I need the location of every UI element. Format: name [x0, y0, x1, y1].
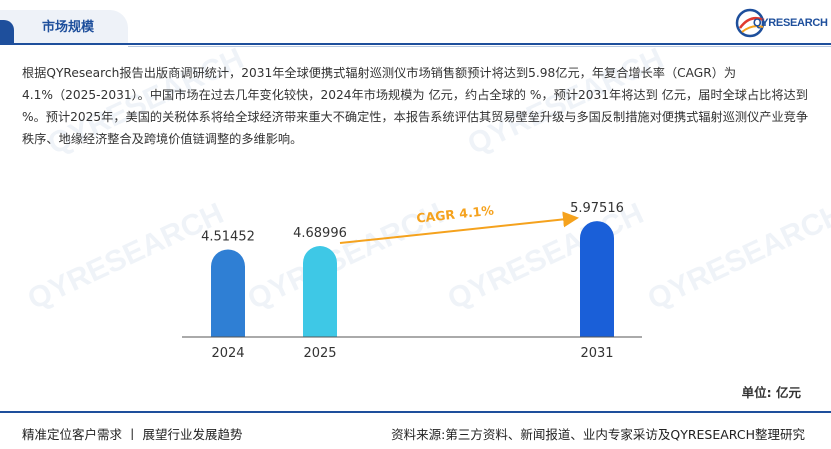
value-label-2031: 5.97516 — [570, 201, 624, 216]
page-title: 市场规模 — [42, 20, 95, 35]
footer-slogan: 精准定位客户需求 丨 展望行业发展趋势 — [22, 427, 243, 442]
footer-divider — [0, 411, 831, 413]
header: 市场规模 — [0, 0, 831, 48]
cagr-arrow — [339, 211, 579, 245]
header-accent — [0, 20, 14, 44]
value-label-2024: 4.51452 — [201, 229, 255, 244]
header-divider-thin — [128, 46, 831, 47]
description-paragraph: 根据QYResearch报告出版商调研统计，2031年全球便携式辐射巡测仪市场销… — [22, 66, 809, 146]
qyresearch-logo: QYRESEARCH — [734, 6, 828, 42]
header-divider — [0, 43, 831, 45]
bar-2025 — [303, 246, 337, 337]
cagr-label: CAGR 4.1% — [416, 202, 495, 225]
value-label-2025: 4.68996 — [293, 226, 347, 241]
logo-text: QYRESEARCH — [753, 17, 828, 29]
category-label-2025: 2025 — [303, 346, 336, 361]
bar-2024 — [211, 249, 245, 337]
category-label-2024: 2024 — [211, 346, 244, 361]
bar-2031 — [580, 221, 614, 337]
unit-label: 单位: 亿元 — [741, 385, 801, 400]
logo-globe-icon — [735, 8, 765, 38]
footer-source: 资料来源:第三方资料、新闻报道、业内专家采访及QYRESEARCH整理研究 — [391, 427, 805, 442]
header-tab — [0, 10, 128, 44]
category-label-2031: 2031 — [580, 346, 613, 361]
